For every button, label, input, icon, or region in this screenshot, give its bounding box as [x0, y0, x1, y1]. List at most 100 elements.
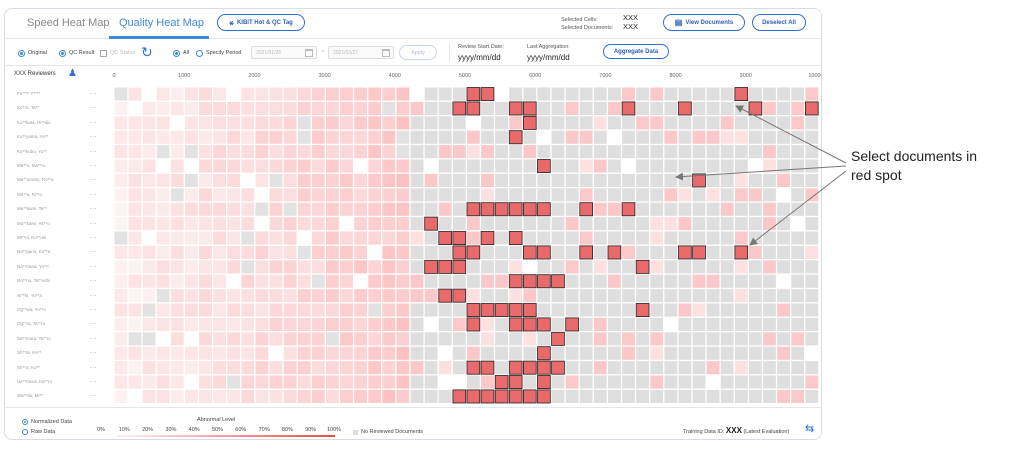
heat-cell[interactable]	[283, 260, 297, 274]
heat-cell[interactable]	[255, 101, 269, 115]
heat-cell[interactable]	[481, 375, 494, 389]
heat-cell[interactable]	[791, 145, 805, 159]
heat-cell[interactable]	[481, 245, 494, 259]
heat-cell[interactable]	[438, 130, 452, 144]
reviewer-row-label[interactable]: Na**gano, Ko**e ···	[17, 245, 107, 259]
heat-cell[interactable]	[777, 361, 790, 375]
heat-cell[interactable]	[438, 173, 452, 187]
heat-cell[interactable]	[114, 188, 128, 202]
heat-cell[interactable]	[608, 202, 621, 216]
heat-cell[interactable]	[241, 101, 255, 115]
heat-cell[interactable]	[382, 188, 396, 202]
more-icon[interactable]: ···	[89, 91, 97, 97]
heat-cell[interactable]	[565, 87, 579, 101]
heat-cell-selected[interactable]	[438, 259, 452, 274]
heat-cell[interactable]	[424, 346, 438, 360]
heat-cell[interactable]	[678, 130, 692, 144]
heat-cell[interactable]	[805, 332, 819, 346]
heat-cell[interactable]	[551, 145, 565, 159]
heat-cell[interactable]	[523, 346, 537, 360]
heat-cell[interactable]	[213, 173, 226, 187]
heat-cell[interactable]	[424, 289, 438, 303]
heat-cell[interactable]	[156, 173, 170, 187]
heat-cell[interactable]	[565, 289, 579, 303]
heat-cell[interactable]	[241, 217, 255, 231]
heat-cell-selected[interactable]	[452, 389, 467, 404]
heat-cell[interactable]	[678, 389, 692, 403]
heat-cell-selected[interactable]	[466, 202, 481, 217]
heat-cell[interactable]	[269, 317, 283, 331]
heat-cell[interactable]	[255, 289, 269, 303]
heat-cell[interactable]	[467, 116, 480, 130]
heat-cell[interactable]	[185, 231, 198, 245]
heat-cell[interactable]	[706, 389, 720, 403]
heat-cell[interactable]	[622, 145, 635, 159]
heat-cell[interactable]	[650, 87, 664, 101]
heat-cell[interactable]	[777, 274, 790, 288]
heat-cell-selected[interactable]	[537, 389, 551, 404]
heat-cell[interactable]	[481, 116, 494, 130]
heat-cell[interactable]	[326, 159, 339, 173]
heat-cell[interactable]	[664, 87, 678, 101]
heat-cell[interactable]	[326, 375, 339, 389]
view-documents-button[interactable]: ▤ View Documents	[663, 14, 745, 31]
heat-cell[interactable]	[156, 303, 170, 317]
heat-cell[interactable]	[706, 346, 720, 360]
heat-cell[interactable]	[509, 145, 523, 159]
heat-cell[interactable]	[114, 173, 128, 187]
heat-cell[interactable]	[678, 274, 692, 288]
heat-cell[interactable]	[791, 188, 805, 202]
heat-cell[interactable]	[283, 303, 297, 317]
heat-cell[interactable]	[396, 361, 410, 375]
heat-cell[interactable]	[128, 361, 142, 375]
heat-cell-selected[interactable]	[537, 317, 551, 332]
heat-cell[interactable]	[227, 245, 241, 259]
heat-cell[interactable]	[396, 317, 410, 331]
heat-cell[interactable]	[410, 389, 424, 403]
heat-cell[interactable]	[396, 159, 410, 173]
heat-cell[interactable]	[114, 260, 128, 274]
heat-cell[interactable]	[311, 130, 325, 144]
heat-cell-selected[interactable]	[508, 202, 523, 217]
heat-cell[interactable]	[297, 173, 311, 187]
heat-cell[interactable]	[424, 274, 438, 288]
heat-cell[interactable]	[142, 202, 156, 216]
heat-cell[interactable]	[185, 101, 198, 115]
heat-cell[interactable]	[678, 361, 692, 375]
heat-cell[interactable]	[354, 202, 367, 216]
heat-cell[interactable]	[622, 289, 635, 303]
heat-cell[interactable]	[354, 217, 367, 231]
heat-cell[interactable]	[706, 245, 720, 259]
more-icon[interactable]: ···	[89, 148, 97, 155]
heat-cell[interactable]	[720, 332, 734, 346]
heat-cell[interactable]	[438, 346, 452, 360]
heat-cell[interactable]	[734, 173, 748, 187]
heat-cell[interactable]	[283, 245, 297, 259]
heat-cell[interactable]	[692, 346, 706, 360]
heat-cell[interactable]	[537, 260, 551, 274]
heat-cell[interactable]	[424, 101, 438, 115]
heat-cell[interactable]	[424, 332, 438, 346]
heat-cell[interactable]	[368, 173, 382, 187]
heat-cell[interactable]	[692, 389, 706, 403]
heat-cell[interactable]	[692, 260, 706, 274]
heat-cell[interactable]	[495, 361, 508, 375]
heat-cell[interactable]	[199, 173, 212, 187]
heat-cell[interactable]	[749, 260, 762, 274]
heat-cell[interactable]	[636, 389, 649, 403]
heat-cell[interactable]	[227, 332, 241, 346]
heat-cell[interactable]	[340, 303, 353, 317]
heat-cell[interactable]	[142, 346, 156, 360]
heat-cell[interactable]	[678, 375, 692, 389]
heat-cell[interactable]	[636, 87, 649, 101]
heat-cell[interactable]	[241, 231, 255, 245]
heat-cell[interactable]	[791, 159, 805, 173]
heat-cell[interactable]	[185, 87, 198, 101]
heat-cell[interactable]	[255, 145, 269, 159]
heat-cell[interactable]	[114, 130, 128, 144]
heat-cell[interactable]	[227, 130, 241, 144]
heat-cell[interactable]	[297, 332, 311, 346]
heat-cell[interactable]	[805, 274, 819, 288]
reviewer-row-label[interactable]: Mo**a, Ri**o ···	[17, 188, 107, 202]
heat-cell[interactable]	[664, 274, 678, 288]
